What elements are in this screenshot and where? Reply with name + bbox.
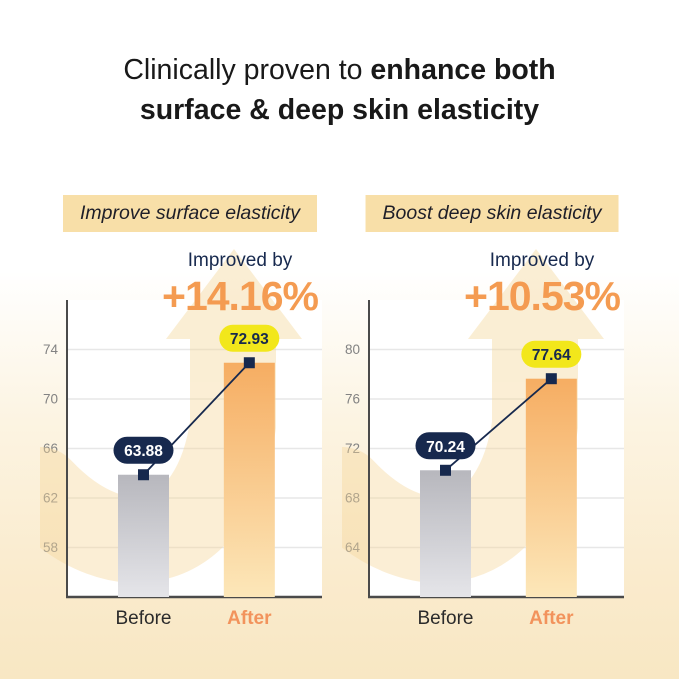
marker-before [138, 469, 149, 481]
bar-after [525, 378, 577, 597]
title-bold-text: enhance both [370, 54, 556, 86]
y-tick-label: 66 [43, 441, 58, 456]
value-label-after: 77.64 [532, 347, 571, 364]
y-tick-label: 76 [345, 392, 360, 407]
value-pill-after [521, 340, 582, 368]
surface-header-chip: Improve surface elasticity [63, 195, 317, 232]
marker-after [243, 357, 255, 369]
improved-by-label: Improved by [187, 250, 293, 271]
deep-header-label: Boost deep skin elasticity [382, 202, 602, 224]
bar-before [420, 470, 471, 597]
y-tick-label: 62 [43, 491, 58, 506]
y-tick-label: 64 [345, 540, 361, 555]
bar-after [223, 362, 275, 597]
y-tick-label: 72 [345, 441, 360, 456]
value-pill-before [415, 432, 476, 460]
deep-elasticity-bar-chart: 64 68 72 76 80 70.24 77.64 Before After [342, 249, 624, 629]
marker-after [545, 373, 557, 385]
improvement-percentage: +10.53% [464, 273, 621, 319]
value-label-after: 72.93 [230, 331, 269, 348]
page-title: Clinically proven to enhance both surface… [0, 50, 679, 131]
y-tick-label: 58 [43, 540, 58, 555]
panel-surface-elasticity: Improve surface elasticity Improved by +… [40, 195, 340, 660]
y-tick-label: 68 [345, 491, 360, 506]
value-pill-before [113, 436, 174, 464]
title-line2-text: surface & deep skin elasticity [139, 94, 540, 127]
marker-before [440, 464, 451, 476]
bar-before [118, 474, 169, 597]
y-tick-label: 74 [43, 342, 59, 357]
surface-header-label: Improve surface elasticity [80, 202, 300, 224]
title-regular-text: Clinically proven to [123, 54, 371, 86]
surface-improvement-callout: Improved by +14.16% [136, 250, 344, 320]
category-label-after: After [529, 608, 574, 629]
improved-by-label: Improved by [489, 250, 595, 271]
deep-header-chip: Boost deep skin elasticity [365, 195, 619, 232]
panel-deep-elasticity: Boost deep skin elasticity Improved by +… [342, 195, 642, 660]
category-label-before: Before [418, 608, 474, 629]
improvement-percentage: +14.16% [162, 273, 319, 319]
category-label-before: Before [116, 608, 172, 629]
category-label-after: After [227, 608, 272, 629]
y-tick-label: 70 [43, 392, 58, 407]
surface-elasticity-bar-chart: 58 62 66 70 74 63.88 72.93 Before After [40, 249, 322, 629]
deep-improvement-callout: Improved by +10.53% [438, 250, 646, 320]
y-tick-label: 80 [345, 342, 360, 357]
value-label-before: 70.24 [426, 439, 465, 456]
value-pill-after [219, 324, 280, 352]
value-label-before: 63.88 [124, 443, 163, 460]
